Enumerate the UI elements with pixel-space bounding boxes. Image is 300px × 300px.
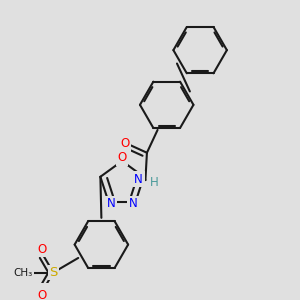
Text: CH₃: CH₃ (13, 268, 33, 278)
Text: O: O (37, 290, 46, 300)
Text: N: N (134, 173, 143, 186)
Text: O: O (117, 152, 127, 164)
Text: N: N (129, 197, 137, 210)
Text: H: H (150, 176, 159, 189)
Text: S: S (49, 266, 58, 279)
Text: O: O (120, 137, 129, 150)
Text: O: O (37, 243, 46, 256)
Text: N: N (107, 197, 116, 210)
